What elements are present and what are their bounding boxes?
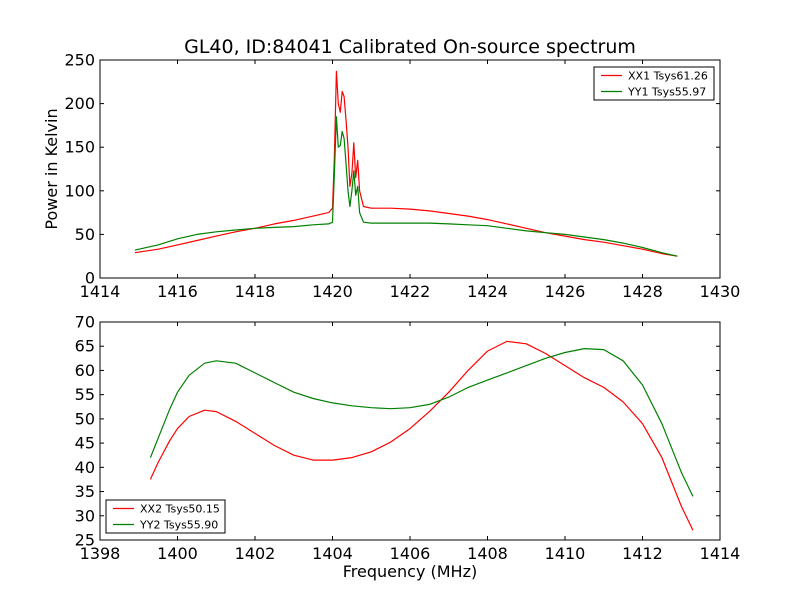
y-tick-label: 60: [75, 361, 95, 380]
top-panel: 1414 1416 1418 1420 1422 1424 1426 1428 1430 0 50 1…: [64, 51, 740, 302]
x-tick-label: 1410: [545, 544, 586, 563]
y-tick-label: 25: [75, 531, 95, 550]
bottom-x-axis-label: Frequency (MHz): [343, 562, 477, 581]
y-tick-label: 50: [75, 409, 95, 428]
legend-entry-label: XX1 Tsys61.26: [628, 70, 708, 83]
x-tick-label: 1412: [622, 544, 663, 563]
y-tick-label: 150: [64, 138, 95, 157]
series-line-0-1: [134, 116, 678, 257]
x-tick-label: 1418: [235, 282, 276, 301]
series-line-1-1: [149, 348, 694, 497]
y-tick-label: 40: [75, 458, 95, 477]
chart-title: GL40, ID:84041 Calibrated On-source spec…: [184, 36, 636, 58]
y-tick-label: 200: [64, 94, 95, 113]
y-tick-label: 55: [75, 385, 95, 404]
x-tick-label: 1398: [80, 544, 121, 563]
bottom-panel: 1398 1400 1402 1404 1406 1408 1410 1412 1414 25 30…: [75, 313, 741, 564]
x-tick-label: 1420: [312, 282, 353, 301]
top-y-axis-label: Power in Kelvin: [42, 108, 61, 229]
legend-box: [105, 499, 226, 534]
y-tick-label: 50: [75, 225, 95, 244]
x-tick-label: 1408: [467, 544, 508, 563]
x-tick-label: 1428: [622, 282, 663, 301]
legend-entry-label: YY1 Tsys55.97: [627, 86, 706, 99]
legend: XX1 Tsys61.26 YY1 Tsys55.97: [593, 66, 715, 101]
y-tick-label: 45: [75, 434, 95, 453]
x-tick-label: 1400: [157, 544, 198, 563]
x-tick-label: 1426: [545, 282, 586, 301]
x-tick-label: 1416: [157, 282, 198, 301]
y-tick-label: 65: [75, 337, 95, 356]
y-tick-label: 0: [85, 269, 95, 288]
x-tick-label: 1406: [390, 544, 431, 563]
y-tick-label: 70: [75, 313, 95, 332]
y-tick-label: 35: [75, 482, 95, 501]
legend: XX2 Tsys50.15 YY2 Tsys55.90: [105, 499, 226, 534]
legend-entry-label: XX2 Tsys50.15: [140, 503, 220, 516]
x-tick-label: 1430: [700, 282, 741, 301]
x-tick-label: 1414: [700, 544, 741, 563]
x-tick-label: 1422: [390, 282, 431, 301]
y-tick-label: 30: [75, 506, 95, 525]
x-tick-label: 1402: [235, 544, 276, 563]
legend-box: [593, 66, 715, 101]
legend-entry-label: YY2 Tsys55.90: [139, 519, 218, 532]
x-tick-label: 1404: [312, 544, 353, 563]
x-tick-label: 1424: [467, 282, 508, 301]
x-tick-label: 1414: [80, 282, 121, 301]
series-line-1-0: [149, 340, 694, 531]
y-tick-label: 100: [64, 181, 95, 200]
y-tick-label: 250: [64, 51, 95, 70]
